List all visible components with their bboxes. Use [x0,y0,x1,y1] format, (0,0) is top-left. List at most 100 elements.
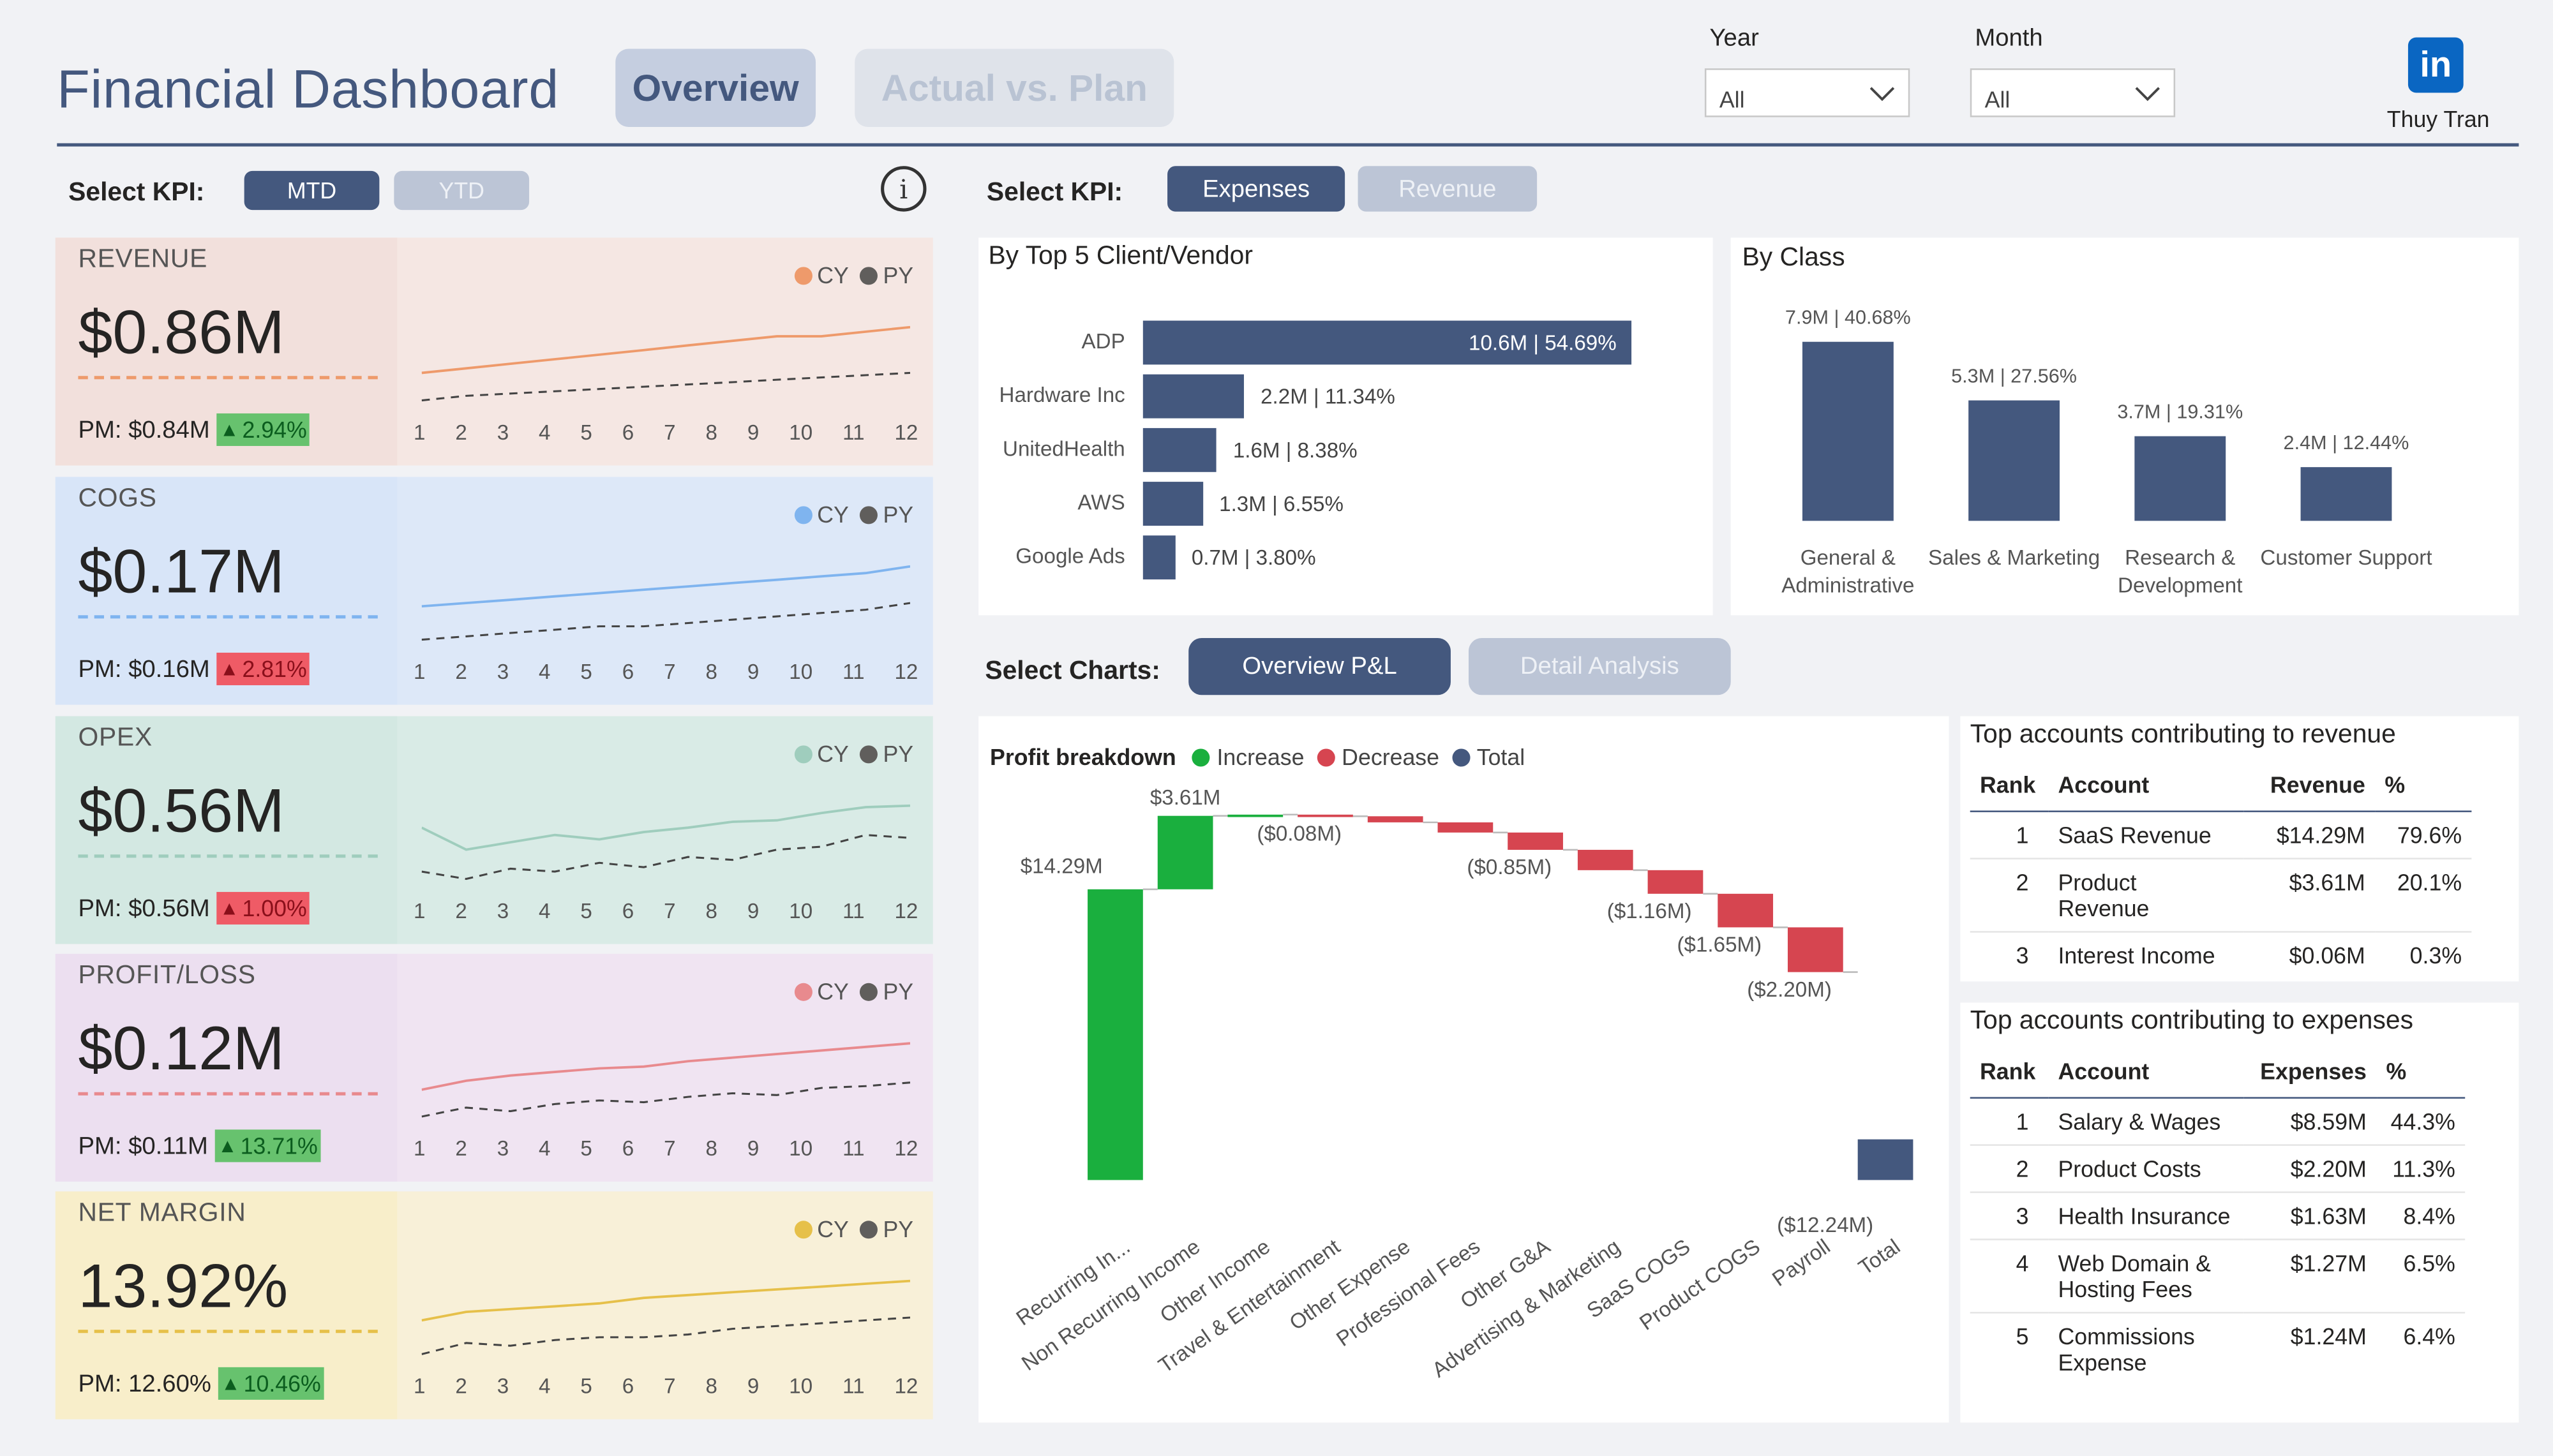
column-header[interactable]: % [2385,771,2406,798]
vendor-bar-label: 1.3M | 6.55% [1219,491,1344,516]
month-tick: 3 [497,1374,509,1399]
waterfall-bar-total[interactable] [1857,1139,1913,1180]
table-cell: 79.6% [2397,822,2462,849]
kpi-card-revenue[interactable]: REVENUE $0.86M PM: $0.84M ▲ 2.94% CY PY [55,237,933,466]
column-header[interactable]: Revenue [2270,771,2365,798]
class-bar-label: 3.7M | 19.31% [2117,401,2243,424]
legend-dot-py [860,505,878,524]
kpi-card-cogs[interactable]: COGS $0.17M PM: $0.16M ▲ 2.81% CY PY [55,477,933,705]
legend-py: PY [883,262,914,288]
kpi-card-profit-loss[interactable]: PROFIT/LOSS $0.12M PM: $0.11M ▲ 13.71% C… [55,953,933,1182]
waterfall-bar-decrease[interactable] [1508,832,1563,850]
vendor-bar-label: 10.6M | 54.69% [1469,330,1617,355]
column-header[interactable]: Account [2058,771,2150,798]
column-header[interactable]: % [2386,1058,2407,1084]
kpi-prior-month: PM: $0.16M ▲ 2.81% [78,652,310,685]
month-tick: 7 [664,898,676,923]
table-row: 2 Product Costs $2.20M 11.3% [1970,1144,2466,1192]
class-bar[interactable] [2134,436,2226,521]
kpi-prior-month: PM: 12.60% ▲ 10.46% [78,1367,324,1400]
legend-dot-cy [794,1219,812,1238]
kpi-card-opex[interactable]: OPEX $0.56M PM: $0.56M ▲ 1.00% CY PY [55,716,933,944]
waterfall-bar-decrease[interactable] [1577,849,1633,870]
column-header[interactable]: Rank [1980,771,2036,798]
py-line [421,1316,911,1355]
month-tick: 3 [497,659,509,684]
waterfall-bar-increase[interactable] [1227,814,1284,817]
class-bar[interactable] [2300,466,2392,521]
waterfall-bar-decrease[interactable] [1787,927,1843,972]
month-tick: 9 [747,1374,760,1399]
waterfall-bar-increase[interactable] [1088,889,1143,1180]
ytd-toggle[interactable]: YTD [394,170,530,211]
month-filter-dropdown[interactable]: All [1970,68,2176,117]
vendor-label: ADP [1081,329,1125,353]
month-tick: 1 [413,1374,426,1399]
kpi-divider [78,854,378,858]
class-bar-label: 2.4M | 12.44% [2283,430,2409,454]
legend-cy: CY [817,501,849,528]
linkedin-icon[interactable]: in [2407,37,2464,93]
kpi-delta-badge: ▲ 13.71% [214,1129,321,1163]
vendor-bar[interactable] [1142,427,1217,472]
class-bar[interactable] [1802,341,1894,521]
waterfall-bar-decrease[interactable] [1647,870,1703,894]
legend-dot-cy [794,982,812,1000]
month-tick: 2 [455,1374,467,1399]
table-cell: SaaS Revenue [2058,822,2212,849]
month-tick: 11 [842,1374,865,1399]
waterfall-data-label: $3.61M [1150,786,1221,810]
kpi-pm-value: PM: $0.11M [78,1132,208,1160]
table-header-row: Rank Account Expenses% [1970,1058,2466,1097]
legend-py: PY [883,740,914,767]
kpi-divider [78,615,378,619]
class-bar[interactable] [1968,401,2060,521]
waterfall-data-label: ($2.20M) [1747,978,1832,1002]
column-header[interactable]: Account [2058,1058,2150,1084]
waterfall-data-label: ($12.24M) [1777,1214,1873,1237]
waterfall-bar-increase[interactable] [1157,815,1213,889]
tab-overview[interactable]: Overview [615,48,816,127]
vendor-bar[interactable] [1142,320,1632,365]
mtd-toggle[interactable]: MTD [244,170,380,211]
select-kpi-label-right: Select KPI: [986,179,1123,207]
table-row: 3 Interest Income $0.06M 0.3% [1970,931,2472,979]
month-tick: 6 [622,659,634,684]
waterfall-bar-decrease[interactable] [1718,893,1774,928]
waterfall-bar-decrease[interactable] [1437,822,1494,833]
kpi-trend: CY PY 1 2 3 4 5 6 7 8 9 10 11 12 [397,477,933,705]
table-cell: 4 [1970,1238,2049,1313]
vendor-bar[interactable] [1142,482,1203,526]
tab-actual-vs-plan[interactable]: Actual vs. Plan [855,48,1174,127]
kpi-month-axis: 1 2 3 4 5 6 7 8 9 10 11 12 [414,1136,918,1161]
table-row: 3 Health Insurance $1.63M 8.4% [1970,1191,2466,1240]
info-icon[interactable]: i [881,166,927,212]
table-cell: Web Domain & Hosting Fees [2048,1238,2244,1313]
month-tick: 1 [413,659,426,684]
legend-decrease: Decrease [1342,743,1440,770]
revenue-toggle[interactable]: Revenue [1358,166,1538,212]
kpi-delta-badge: ▲ 2.81% [216,652,310,685]
detail-analysis-toggle[interactable]: Detail Analysis [1469,637,1731,695]
waterfall-bar-decrease[interactable] [1298,814,1353,817]
waterfall-data-label: ($1.65M) [1677,933,1762,957]
kpi-pm-value: PM: $0.16M [78,655,210,683]
column-header[interactable]: Rank [1980,1058,2036,1084]
kpi-month-axis: 1 2 3 4 5 6 7 8 9 10 11 12 [414,659,918,683]
kpi-name: NET MARGIN [78,1200,246,1228]
expenses-toggle[interactable]: Expenses [1167,166,1345,212]
kpi-sparkline [421,325,911,402]
overview-pl-toggle[interactable]: Overview P&L [1188,637,1451,695]
table-cell: 3 [1970,1191,2049,1240]
table-cell: 20.1% [2375,858,2472,932]
vendor-bar[interactable] [1142,535,1176,580]
column-header[interactable]: Expenses [2260,1058,2367,1084]
kpi-card-net-margin[interactable]: NET MARGIN 13.92% PM: 12.60% ▲ 10.46% CY… [55,1191,933,1420]
legend-dot-total [1452,748,1471,766]
kpi-card-summary: COGS $0.17M PM: $0.16M ▲ 2.81% [55,477,398,705]
waterfall-bar-decrease[interactable] [1367,816,1423,822]
month-tick: 7 [664,1374,676,1399]
year-filter-dropdown[interactable]: All [1704,68,1910,117]
vendor-bar[interactable] [1142,374,1245,419]
